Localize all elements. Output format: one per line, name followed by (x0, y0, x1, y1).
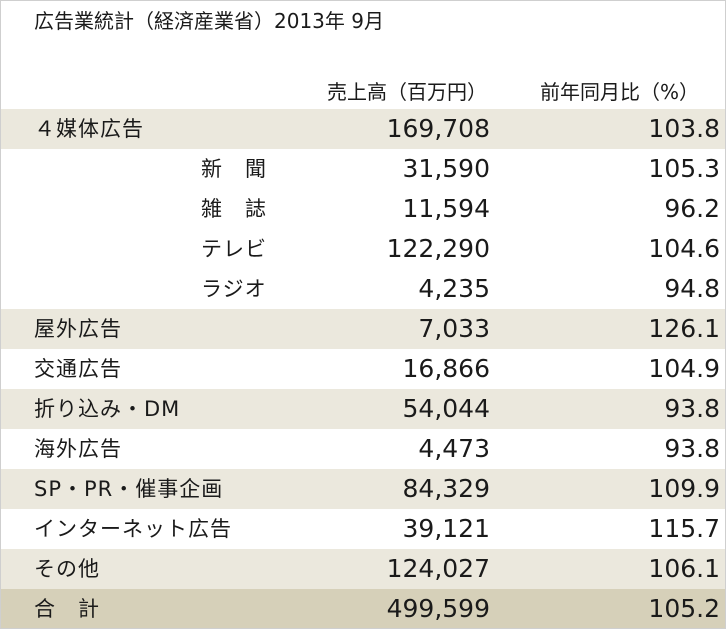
row-yoy-value: 126.1 (648, 314, 720, 343)
row-label: その他 (34, 557, 100, 581)
row-sales-value: 7,033 (418, 314, 490, 343)
row-label: 雑 誌 (201, 197, 267, 221)
row-yoy-value: 104.9 (648, 354, 720, 383)
table-row-transit: 交通広告 16,866 104.9 (1, 349, 725, 389)
row-label: ラジオ (201, 277, 267, 301)
row-yoy-value: 96.2 (664, 194, 720, 223)
row-yoy-value: 104.6 (648, 234, 720, 263)
row-label: 屋外広告 (34, 317, 122, 341)
table-row-internet: インターネット広告 39,121 115.7 (1, 509, 725, 549)
row-sales-value: 84,329 (402, 474, 490, 503)
row-yoy-value: 109.9 (648, 474, 720, 503)
table-row-overseas: 海外広告 4,473 93.8 (1, 429, 725, 469)
row-sales-value: 124,027 (386, 554, 490, 583)
column-header-sales: 売上高（百万円） (327, 80, 487, 104)
row-label: 合 計 (34, 597, 100, 621)
table-title: 広告業統計（経済産業省）2013年 9月 (34, 9, 384, 33)
row-yoy-value: 106.1 (648, 554, 720, 583)
table-row-newspaper: 新 聞 31,590 105.3 (1, 149, 725, 189)
row-yoy-value: 93.8 (664, 394, 720, 423)
row-label: 海外広告 (34, 437, 122, 461)
row-label: ４媒体広告 (34, 117, 144, 141)
row-yoy-value: 105.3 (648, 154, 720, 183)
table-row-4media: ４媒体広告 169,708 103.8 (1, 109, 725, 149)
row-label: SP・PR・催事企画 (34, 477, 224, 501)
row-yoy-value: 103.8 (648, 114, 720, 143)
row-sales-value: 4,235 (418, 274, 490, 303)
row-sales-value: 39,121 (402, 514, 490, 543)
row-label: 交通広告 (34, 357, 122, 381)
table-row-tv: テレビ 122,290 104.6 (1, 229, 725, 269)
column-header-yoy: 前年同月比（%） (539, 80, 699, 104)
row-sales-value: 169,708 (386, 114, 490, 143)
row-sales-value: 54,044 (402, 394, 490, 423)
table-row-magazine: 雑 誌 11,594 96.2 (1, 189, 725, 229)
table-row-sp-pr: SP・PR・催事企画 84,329 109.9 (1, 469, 725, 509)
row-label: 折り込み・DM (34, 397, 181, 421)
row-label: 新 聞 (201, 157, 267, 181)
table-row-other: その他 124,027 106.1 (1, 549, 725, 589)
row-sales-value: 16,866 (402, 354, 490, 383)
row-sales-value: 122,290 (386, 234, 490, 263)
row-sales-value: 31,590 (402, 154, 490, 183)
row-yoy-value: 94.8 (664, 274, 720, 303)
table-row-total: 合 計 499,599 105.2 (1, 589, 725, 628)
row-sales-value: 499,599 (386, 594, 490, 623)
row-yoy-value: 105.2 (648, 594, 720, 623)
table-row-inserts-dm: 折り込み・DM 54,044 93.8 (1, 389, 725, 429)
row-yoy-value: 115.7 (648, 514, 720, 543)
row-sales-value: 4,473 (418, 434, 490, 463)
table-row-outdoor: 屋外広告 7,033 126.1 (1, 309, 725, 349)
row-yoy-value: 93.8 (664, 434, 720, 463)
row-sales-value: 11,594 (402, 194, 490, 223)
table-row-radio: ラジオ 4,235 94.8 (1, 269, 725, 309)
row-label: インターネット広告 (34, 517, 232, 541)
row-label: テレビ (201, 237, 267, 261)
